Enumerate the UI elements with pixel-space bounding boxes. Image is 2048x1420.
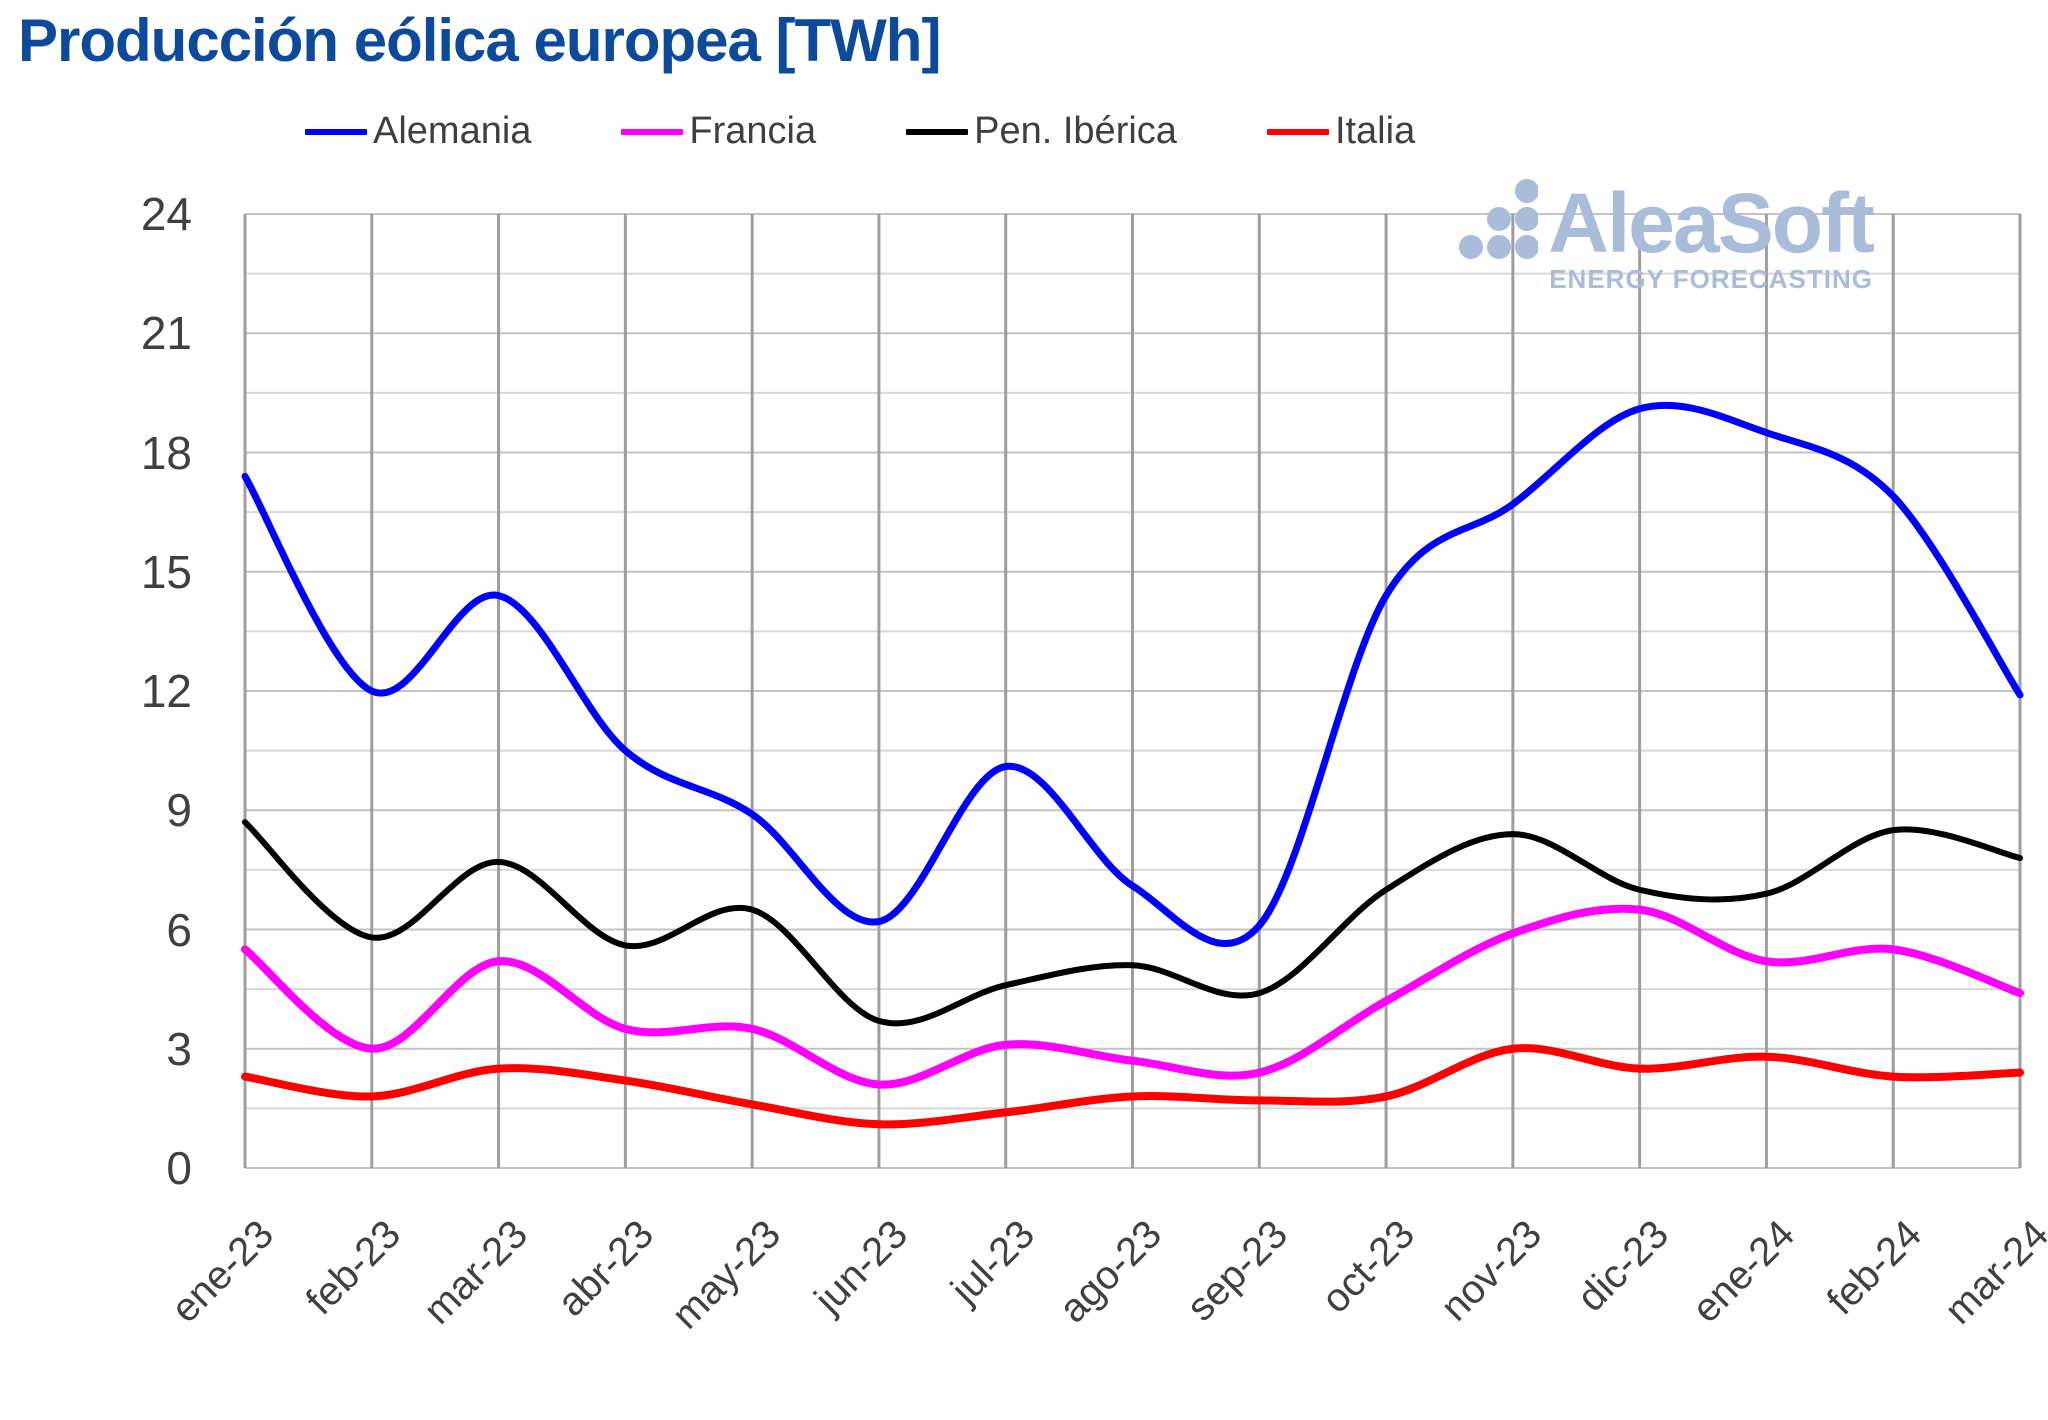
aleasoft-tagline: ENERGY FORECASTING [1549, 264, 1873, 294]
aleasoft-logo-text: AleaSoft [1548, 176, 1875, 270]
y-tick-label: 3 [166, 1022, 192, 1075]
y-tick-label: 9 [166, 784, 192, 837]
legend-swatch-francia [621, 128, 684, 135]
series-line-francia [241, 904, 2024, 1089]
y-tick-label: 6 [166, 903, 192, 956]
chart-legend: Alemania Francia Pen. Ibérica Italia [305, 110, 1415, 153]
legend-swatch-pen-iberica [906, 128, 969, 135]
y-tick-label: 24 [140, 188, 192, 240]
legend-swatch-alemania [305, 128, 367, 135]
y-tick-label: 18 [140, 426, 192, 479]
y-tick-label: 15 [140, 545, 192, 598]
legend-label-pen-iberica: Pen. Ibérica [974, 110, 1177, 152]
legend-swatch-italia [1266, 128, 1329, 135]
legend-item-italia: Italia [1266, 110, 1416, 153]
legend-label-italia: Italia [1334, 110, 1416, 152]
series-line-italia [241, 1044, 2024, 1129]
chart-title: Producción eólica europea [TWh] [18, 7, 941, 74]
aleasoft-logo: AleaSoft ENERGY FORECASTING [1443, 176, 1875, 295]
series-line-alemania [241, 401, 2024, 947]
series-line-pen-ib-rica [242, 819, 2023, 1027]
y-tick-label: 12 [140, 665, 192, 717]
legend-label-francia: Francia [689, 110, 817, 152]
y-tick-label: 0 [166, 1142, 192, 1194]
legend-label-alemania: Alemania [373, 110, 532, 152]
legend-item-francia: Francia [621, 110, 816, 153]
legend-item-alemania: Alemania [305, 110, 531, 153]
y-tick-label: 21 [140, 307, 192, 360]
legend-item-pen-iberica: Pen. Ibérica [906, 110, 1177, 153]
aleasoft-dots-icon [1459, 179, 1539, 259]
